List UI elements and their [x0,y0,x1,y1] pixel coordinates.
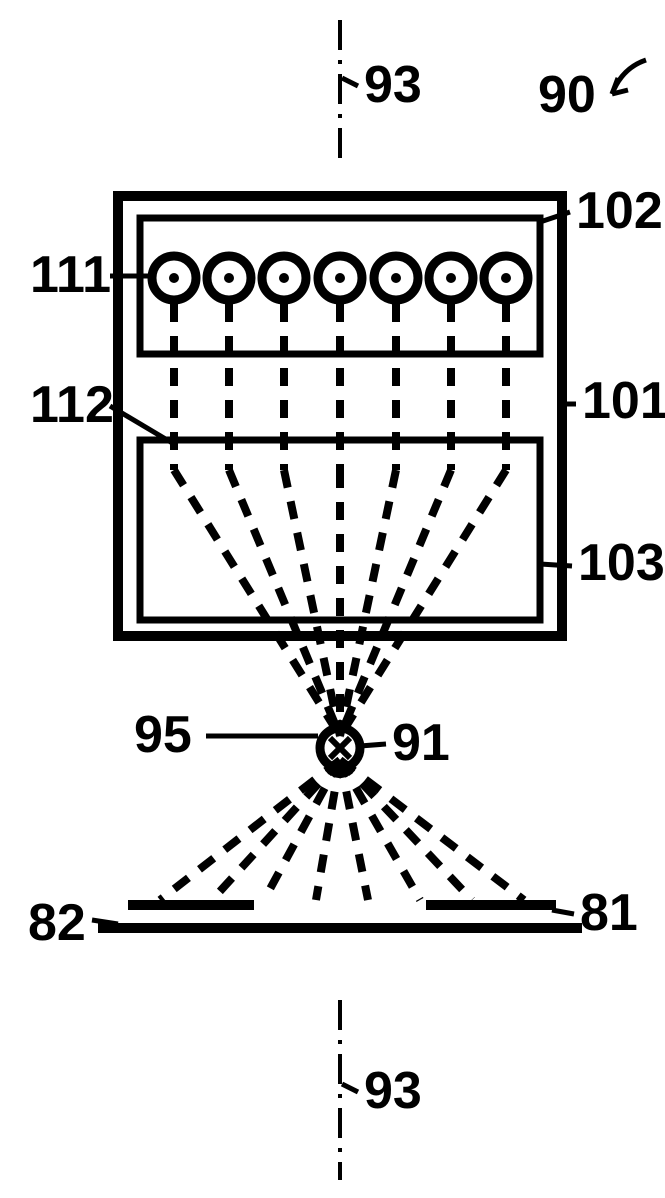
label-101: 101 [582,372,665,430]
arrow-90-shaft [612,60,646,94]
label-93: 93 [364,56,422,114]
label-102: 102 [576,182,663,240]
emitter-dot [224,273,234,283]
label-111: 111 [30,246,111,304]
leader-l93b [342,1084,358,1092]
leader-l81 [552,910,574,914]
beam-diverge [316,760,340,900]
emitter-dot [501,273,511,283]
label-103: 103 [578,534,665,592]
emitter-dot [169,273,179,283]
technical-diagram: 90 93 93 102 101 103 111 112 95 91 82 81 [0,0,665,1198]
label-91: 91 [392,714,450,772]
leader-l103 [540,564,572,566]
beam-diverge [340,760,368,900]
beam-converge [229,470,340,736]
beam-converge [340,470,451,736]
emitter-array-102 [140,218,540,354]
label-112: 112 [30,376,114,434]
label-90: 90 [538,66,596,124]
label-81: 81 [580,884,638,942]
label-93: 93 [364,1062,422,1120]
leader-l93a [342,78,358,86]
leader-l82 [92,920,118,924]
emitter-dot [391,273,401,283]
beam-diverge [340,760,524,900]
emitter-dot [335,273,345,283]
label-95: 95 [134,706,192,764]
emitter-dot [279,273,289,283]
label-82: 82 [28,894,86,952]
leader-l91 [360,744,386,746]
emitter-dot [446,273,456,283]
beam-diverge [160,760,340,900]
